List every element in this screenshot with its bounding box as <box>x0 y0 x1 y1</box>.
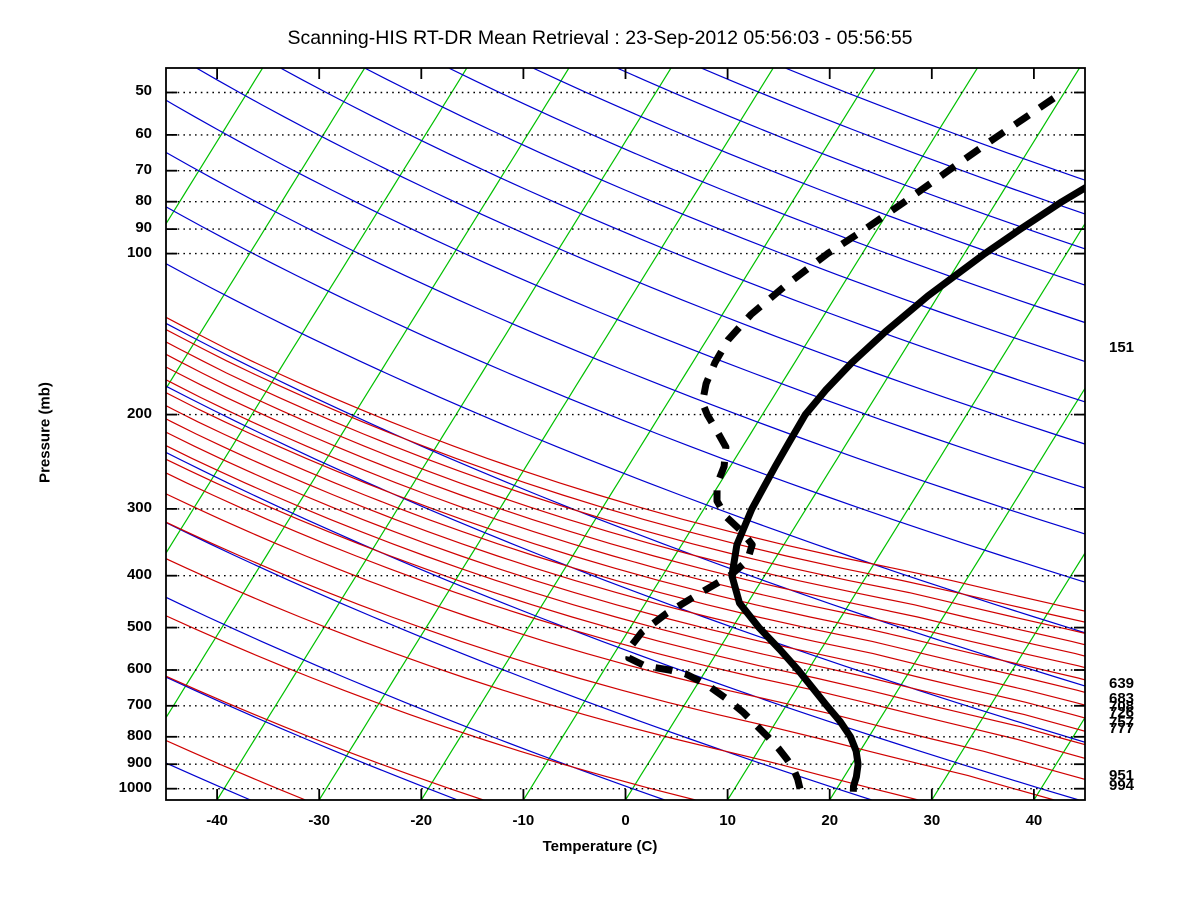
dry-adiabat-line <box>784 68 1085 181</box>
y-axis-tick-label: 90 <box>135 219 152 237</box>
y-axis-tick-label: 50 <box>135 82 152 100</box>
x-axis-tick-label: -30 <box>308 812 330 829</box>
y-axis-tick-label: 100 <box>126 243 152 261</box>
profile-group <box>625 94 1085 792</box>
retrieval-level-label: 726 <box>1109 704 1135 722</box>
x-axis-tick-label: -20 <box>410 812 433 829</box>
moist-adiabat-line <box>166 615 696 800</box>
y-axis-tick-label: 200 <box>126 404 152 422</box>
moist-adiabat-line <box>166 418 1085 706</box>
y-axis-tick-label: 80 <box>135 191 152 209</box>
dry-adiabat-line <box>166 521 872 800</box>
dry-adiabat-line <box>700 68 1085 215</box>
y-axis-tick-label: 800 <box>126 726 152 744</box>
plot-frame <box>165 67 1086 801</box>
y-axis-tick-label: 400 <box>126 565 152 583</box>
moist-adiabat-line <box>166 379 1085 669</box>
x-axis-tick-label: -10 <box>512 812 535 829</box>
page-title: Scanning-HIS RT-DR Mean Retrieval : 23-S… <box>287 27 913 49</box>
x-axis-tick-label: -40 <box>206 812 228 829</box>
isotherm-line <box>0 68 161 800</box>
isotherm-line <box>216 68 672 800</box>
retrieval-level-label: 683 <box>1109 690 1135 708</box>
moist-adiabat-line <box>166 366 1085 657</box>
retrieval-level-label: 777 <box>1109 720 1135 738</box>
y-axis-tick-label: 60 <box>135 124 152 142</box>
dry-adiabat-line <box>448 68 1085 324</box>
dry-adiabat-line <box>166 596 665 800</box>
dry-adiabat-line <box>166 151 1085 535</box>
retrieval-level-label: 951 <box>1109 766 1135 784</box>
moist-adiabat-line <box>166 404 1085 694</box>
isotherm-line <box>829 387 1085 800</box>
dry-adiabat-line <box>166 206 1085 583</box>
moist-adiabat-line <box>166 675 484 800</box>
retrieval-level-label: 757 <box>1109 713 1135 731</box>
moist-adiabat-line <box>166 341 1085 635</box>
moist-adiabat-line <box>166 558 919 800</box>
x-axis-tick-label: 20 <box>821 812 839 829</box>
x-axis-tick-label: 40 <box>1025 812 1043 829</box>
moist-adiabat-line <box>166 391 1085 681</box>
dry-adiabat-line <box>166 451 1080 800</box>
isotherm-line <box>166 68 468 555</box>
dry-adiabat-line <box>166 676 458 800</box>
moist-adiabat-line <box>0 68 147 800</box>
moist-adiabat-line <box>166 328 1085 623</box>
y-axis-tick-label: 500 <box>126 617 152 635</box>
y-axis-tick-label: 700 <box>126 695 152 713</box>
dry-adiabat-line <box>166 99 1085 489</box>
dry-adiabat-line <box>532 68 1085 286</box>
dry-adiabat-line <box>364 68 1085 363</box>
isotherm-line <box>931 551 1085 800</box>
y-axis-tick-label: 600 <box>126 659 152 677</box>
dry-adiabat-line <box>166 263 1085 634</box>
retrieval-level-label: 994 <box>1109 777 1135 795</box>
isotherm-line <box>318 68 774 800</box>
moist-adiabat-line <box>166 521 1055 800</box>
y-axis-tick-label: 900 <box>126 754 152 772</box>
retrieval-level-label: 639 <box>1109 674 1135 692</box>
dry-adiabat-line <box>280 68 1085 403</box>
background-lines-group <box>0 68 1200 800</box>
retrieval-level-label: 151 <box>1109 339 1135 357</box>
dry-adiabat-line <box>166 322 1085 687</box>
isotherm-line <box>166 68 366 390</box>
x-axis-tick-label: 0 <box>621 812 630 829</box>
isotherm-line <box>1136 68 1200 800</box>
y-axis-tick-label: 300 <box>126 498 152 516</box>
isotherm-line <box>420 68 876 800</box>
retrieval-level-label: 708 <box>1109 698 1135 716</box>
isotherm-line <box>166 68 264 225</box>
moist-adiabat-line <box>166 472 1085 759</box>
dewpoint-profile-curve <box>625 94 1058 790</box>
y-axis-tick-label: 70 <box>135 160 152 178</box>
moist-adiabat-line <box>166 493 1085 780</box>
x-axis-tick-label: 10 <box>719 812 736 829</box>
moist-adiabat-line <box>166 444 1085 732</box>
y-axis-title: Pressure (mb) <box>36 382 54 483</box>
y-axis-tick-label: 1000 <box>118 778 152 796</box>
moist-adiabat-line <box>166 458 1085 746</box>
isotherm-line <box>522 68 978 800</box>
temperature-profile-curve <box>728 183 1085 792</box>
moist-adiabat-line <box>166 431 1085 719</box>
dry-adiabat-line <box>196 68 1085 445</box>
dry-adiabat-line <box>166 385 1085 743</box>
moist-adiabat-line <box>166 353 1085 646</box>
moist-adiabat-line <box>166 316 1085 612</box>
x-axis-title: Temperature (C) <box>542 838 658 855</box>
x-axis-tick-label: 30 <box>923 812 941 829</box>
isotherm-line <box>166 68 570 719</box>
